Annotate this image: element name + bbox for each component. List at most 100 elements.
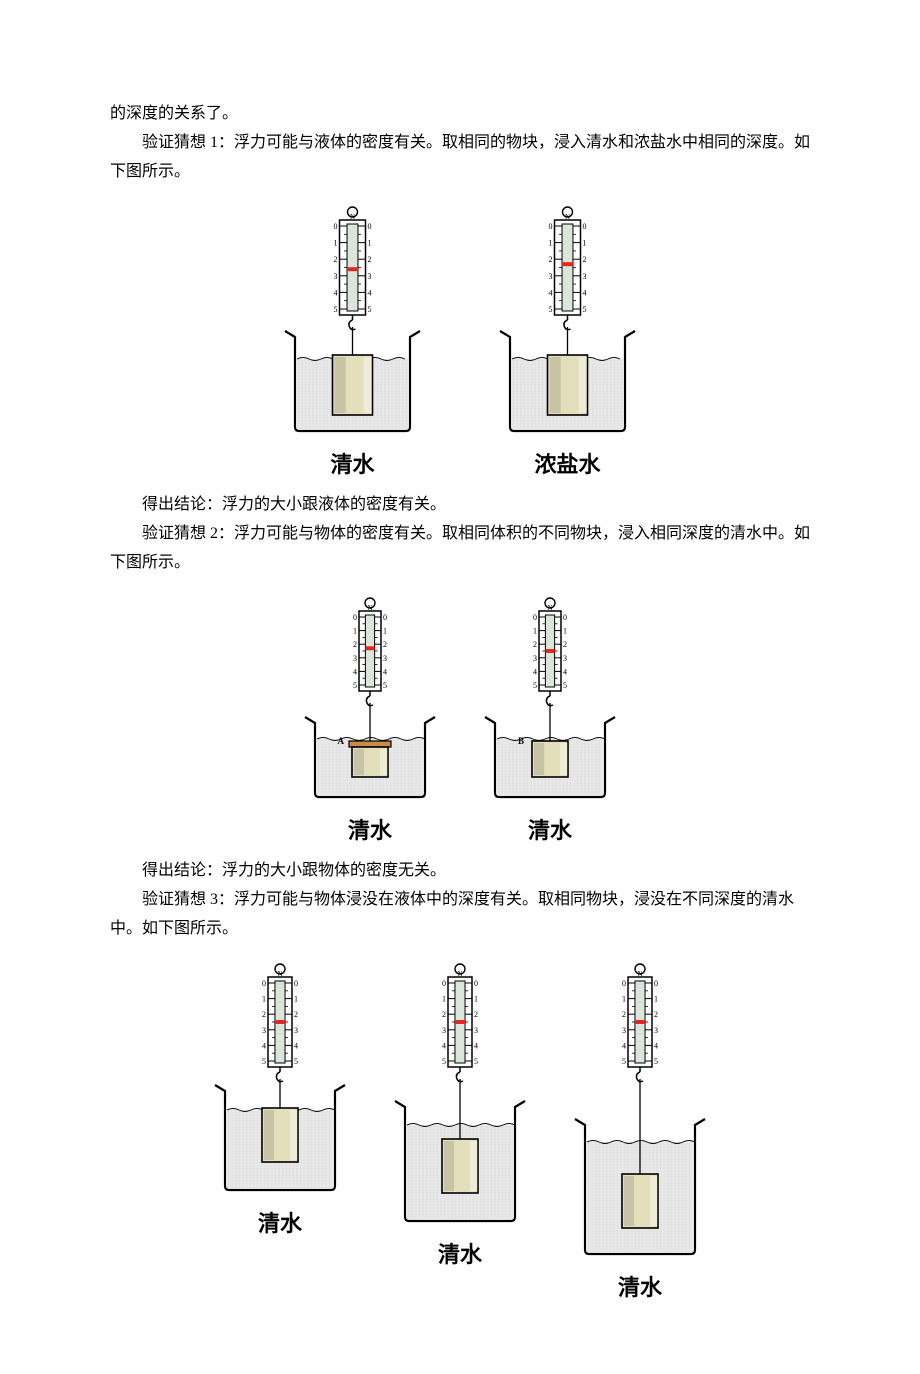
svg-text:N: N: [277, 970, 282, 978]
svg-text:3: 3: [549, 272, 553, 281]
svg-text:0: 0: [622, 979, 626, 988]
svg-text:0: 0: [334, 222, 338, 231]
svg-text:5: 5: [474, 1057, 478, 1066]
svg-text:4: 4: [563, 668, 567, 677]
svg-text:5: 5: [563, 681, 567, 690]
svg-text:2: 2: [368, 256, 372, 265]
svg-text:0: 0: [294, 979, 298, 988]
svg-text:3: 3: [383, 654, 387, 663]
svg-text:0: 0: [549, 222, 553, 231]
svg-text:3: 3: [368, 272, 372, 281]
figure-caption: 清水: [528, 811, 572, 851]
para-hypothesis-2: 验证猜想 2：浮力可能与物体的密度有关。取相同体积的不同物块，浸入相同深度的清水…: [110, 520, 810, 578]
svg-text:N: N: [547, 604, 552, 612]
figure-caption: 清水: [258, 1204, 302, 1244]
svg-text:5: 5: [583, 305, 587, 314]
svg-text:4: 4: [294, 1042, 298, 1051]
svg-text:3: 3: [334, 272, 338, 281]
svg-text:4: 4: [583, 289, 587, 298]
para-conclusion-1: 得出结论：浮力的大小跟液体的密度有关。: [110, 491, 810, 520]
svg-text:3: 3: [622, 1026, 626, 1035]
svg-text:1: 1: [563, 627, 567, 636]
svg-text:0: 0: [563, 613, 567, 622]
svg-text:3: 3: [262, 1026, 266, 1035]
apparatus-set3-2: 001122334455N清水: [565, 961, 715, 1308]
svg-text:4: 4: [622, 1042, 626, 1051]
figure-set-2: 001122334455NA清水001122334455NB清水: [110, 595, 810, 851]
svg-text:2: 2: [533, 641, 537, 650]
svg-text:4: 4: [654, 1042, 658, 1051]
svg-text:1: 1: [353, 627, 357, 636]
svg-text:2: 2: [334, 256, 338, 265]
svg-text:1: 1: [474, 995, 478, 1004]
svg-text:0: 0: [442, 979, 446, 988]
svg-text:1: 1: [262, 995, 266, 1004]
svg-text:5: 5: [654, 1057, 658, 1066]
figure-set-3: 001122334455N清水001122334455N清水0011223344…: [110, 961, 810, 1308]
svg-text:1: 1: [383, 627, 387, 636]
svg-text:3: 3: [533, 654, 537, 663]
svg-text:1: 1: [654, 995, 658, 1004]
apparatus-set2-0: 001122334455NA清水: [295, 595, 445, 851]
svg-text:2: 2: [353, 641, 357, 650]
svg-text:2: 2: [563, 641, 567, 650]
svg-text:5: 5: [442, 1057, 446, 1066]
svg-text:1: 1: [533, 627, 537, 636]
svg-text:0: 0: [262, 979, 266, 988]
para-conclusion-2: 得出结论：浮力的大小跟物体的密度无关。: [110, 857, 810, 886]
svg-text:4: 4: [368, 289, 372, 298]
svg-text:2: 2: [654, 1011, 658, 1020]
svg-text:0: 0: [368, 222, 372, 231]
svg-text:4: 4: [442, 1042, 446, 1051]
figure-caption: 清水: [618, 1268, 662, 1308]
svg-text:N: N: [457, 970, 462, 978]
svg-text:N: N: [637, 970, 642, 978]
apparatus-set3-1: 001122334455N清水: [385, 961, 535, 1308]
svg-text:3: 3: [294, 1026, 298, 1035]
svg-text:4: 4: [334, 289, 338, 298]
para-continuation: 的深度的关系了。: [110, 100, 810, 129]
svg-text:N: N: [367, 604, 372, 612]
svg-text:5: 5: [622, 1057, 626, 1066]
svg-text:2: 2: [549, 256, 553, 265]
svg-text:1: 1: [622, 995, 626, 1004]
svg-text:5: 5: [368, 305, 372, 314]
svg-text:5: 5: [334, 305, 338, 314]
svg-text:0: 0: [383, 613, 387, 622]
svg-text:3: 3: [563, 654, 567, 663]
para-hypothesis-1: 验证猜想 1：浮力可能与液体的密度有关。取相同的物块，浸入清水和浓盐水中相同的深…: [110, 129, 810, 187]
svg-text:0: 0: [353, 613, 357, 622]
svg-text:0: 0: [474, 979, 478, 988]
figure-set-1: 001122334455N清水001122334455N浓盐水: [110, 204, 810, 485]
svg-text:1: 1: [334, 239, 338, 248]
svg-text:5: 5: [353, 681, 357, 690]
svg-text:B: B: [518, 736, 524, 746]
svg-text:1: 1: [442, 995, 446, 1004]
svg-text:0: 0: [654, 979, 658, 988]
svg-text:2: 2: [262, 1011, 266, 1020]
svg-text:2: 2: [383, 641, 387, 650]
svg-text:3: 3: [442, 1026, 446, 1035]
svg-text:1: 1: [294, 995, 298, 1004]
svg-text:4: 4: [353, 668, 357, 677]
apparatus-set1-0: 001122334455N清水: [275, 204, 430, 485]
svg-text:2: 2: [474, 1011, 478, 1020]
svg-text:4: 4: [474, 1042, 478, 1051]
apparatus-set2-1: 001122334455NB清水: [475, 595, 625, 851]
figure-caption: 清水: [438, 1235, 482, 1275]
svg-text:0: 0: [533, 613, 537, 622]
svg-text:2: 2: [294, 1011, 298, 1020]
svg-text:5: 5: [383, 681, 387, 690]
svg-text:A: A: [338, 736, 345, 746]
svg-text:5: 5: [294, 1057, 298, 1066]
svg-text:5: 5: [549, 305, 553, 314]
svg-text:5: 5: [262, 1057, 266, 1066]
svg-text:4: 4: [549, 289, 553, 298]
svg-text:0: 0: [583, 222, 587, 231]
figure-caption: 清水: [330, 445, 374, 485]
svg-text:3: 3: [353, 654, 357, 663]
figure-caption: 清水: [348, 811, 392, 851]
apparatus-set1-1: 001122334455N浓盐水: [490, 204, 645, 485]
svg-text:4: 4: [262, 1042, 266, 1051]
svg-text:3: 3: [583, 272, 587, 281]
